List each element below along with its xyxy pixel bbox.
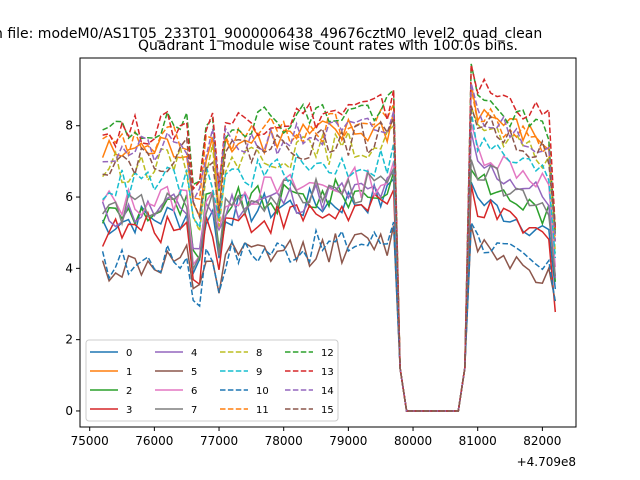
legend-label-0: 0 — [126, 348, 132, 359]
legend-label-1: 1 — [126, 367, 132, 378]
legend-box — [85, 339, 339, 422]
legend-label-7: 7 — [191, 405, 197, 416]
series-line-14 — [102, 83, 557, 412]
legend-label-4: 4 — [191, 348, 197, 359]
x-tick-label: 77000 — [200, 434, 238, 448]
legend-label-15: 15 — [321, 405, 334, 416]
legend-label-8: 8 — [256, 348, 262, 359]
x-offset-label: +4.709e8 — [517, 455, 576, 469]
x-axis-ticks: 75000 76000 77000 78000 79000 80000 81000 82000 — [71, 427, 561, 448]
series-line-13 — [102, 64, 557, 412]
chart-title: Quadrant 1 module wise count rates with … — [138, 38, 518, 54]
legend-label-14: 14 — [321, 386, 334, 397]
x-tick-label: 80000 — [394, 434, 432, 448]
axes-frame — [79, 57, 577, 428]
y-tick-label: 2 — [65, 333, 73, 347]
series-line-5 — [101, 225, 557, 412]
x-tick-label: 75000 — [71, 434, 109, 448]
y-tick-label: 6 — [65, 190, 73, 204]
y-tick-label: 8 — [65, 119, 73, 133]
x-tick-label: 76000 — [135, 434, 173, 448]
series-line-15 — [102, 105, 557, 412]
legend-label-2: 2 — [126, 386, 132, 397]
y-tick-label: 0 — [65, 404, 73, 418]
series-line-3 — [101, 184, 557, 412]
series-line-9 — [102, 111, 557, 412]
series-line-6 — [101, 122, 557, 412]
legend-label-6: 6 — [191, 386, 197, 397]
series-line-8 — [102, 106, 557, 412]
legend-label-10: 10 — [256, 386, 269, 397]
x-tick-label: 82000 — [523, 434, 561, 448]
series-line-2 — [101, 167, 557, 412]
y-axis-ticks: 0 2 4 6 8 — [65, 119, 80, 418]
legend-label-3: 3 — [126, 405, 132, 416]
figure-suptitle: n file: modeM0/AS1T05_233T01_9000006438_… — [0, 26, 542, 42]
legend-label-11: 11 — [256, 405, 269, 416]
legend-label-5: 5 — [191, 367, 197, 378]
series-lines — [101, 63, 557, 412]
series-line-7 — [101, 159, 557, 412]
x-tick-label: 79000 — [329, 434, 367, 448]
series-line-11 — [102, 87, 557, 412]
legend-label-13: 13 — [321, 367, 334, 378]
y-tick-label: 4 — [65, 261, 73, 275]
x-tick-label: 78000 — [265, 434, 303, 448]
x-tick-label: 81000 — [459, 434, 497, 448]
legend-label-12: 12 — [321, 348, 334, 359]
legend-label-9: 9 — [256, 367, 262, 378]
series-line-0 — [101, 177, 557, 412]
series-line-12 — [102, 63, 557, 412]
series-line-10 — [101, 219, 557, 412]
